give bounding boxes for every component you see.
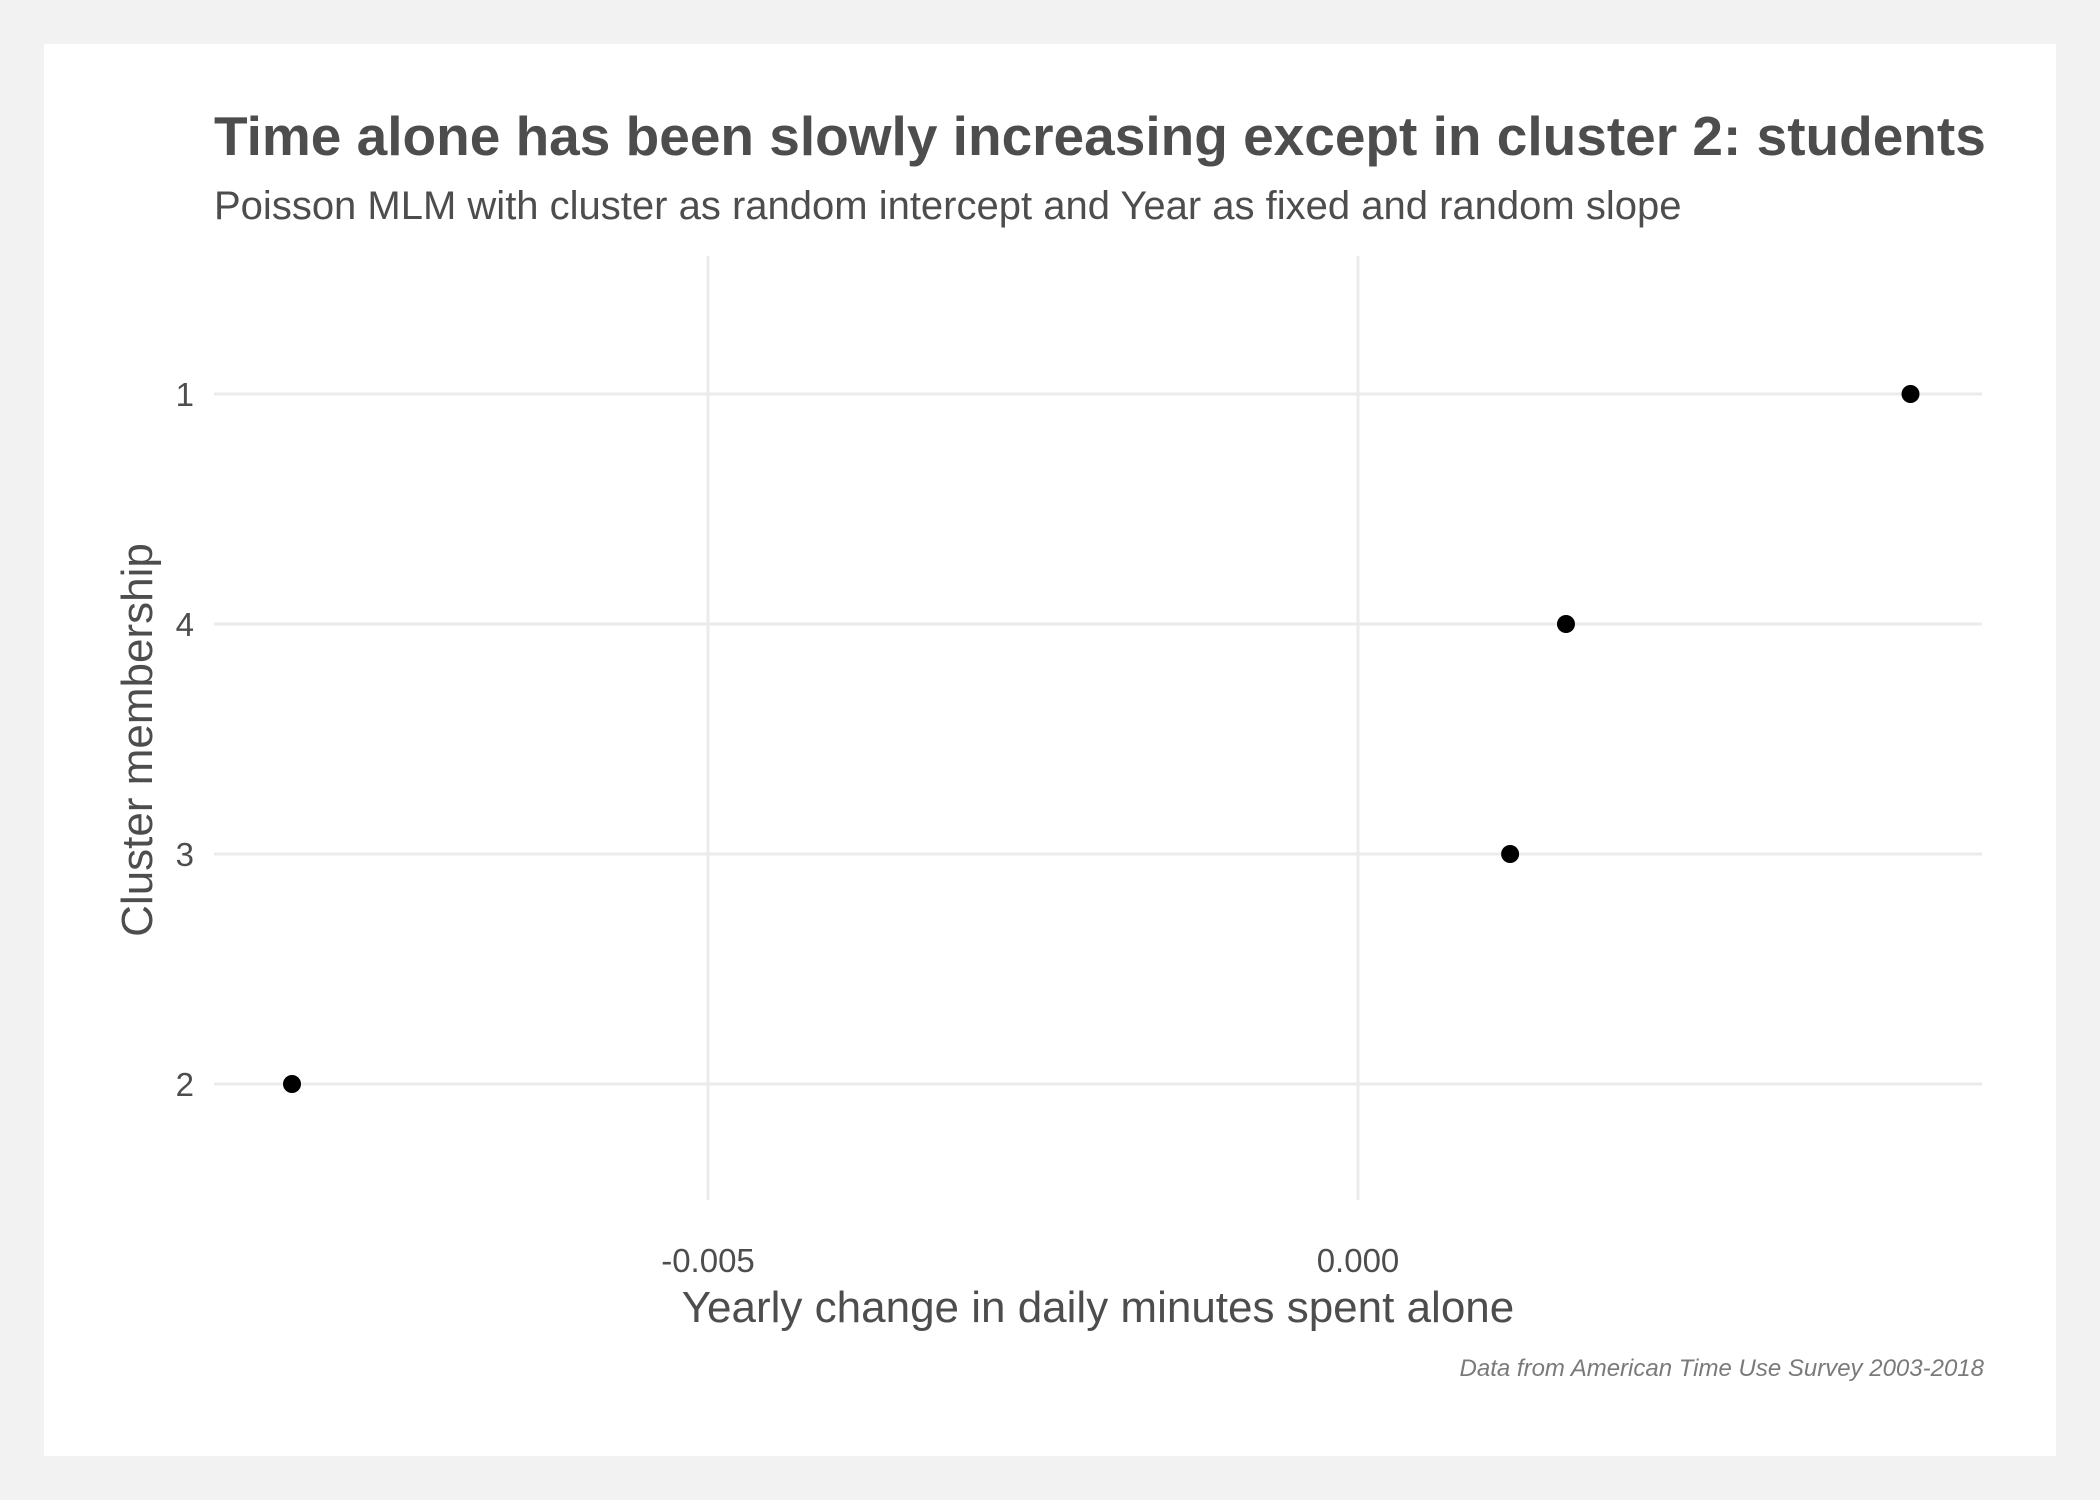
y-axis-label: Cluster membership	[113, 543, 162, 937]
data-point-cluster-4	[1557, 615, 1575, 633]
data-point-cluster-1	[1901, 385, 1920, 403]
x-axis-label: Yearly change in daily minutes spent alo…	[682, 1283, 1514, 1332]
points-layer	[283, 385, 1920, 1093]
x-tick-label: 0.000	[1317, 1242, 1400, 1279]
data-point-cluster-2	[283, 1075, 301, 1093]
chart-title: Time alone has been slowly increasing ex…	[214, 105, 1986, 167]
chart-subtitle: Poisson MLM with cluster as random inter…	[214, 184, 1682, 228]
y-tick-label: 4	[176, 606, 194, 643]
x-tick-label: -0.005	[661, 1242, 755, 1279]
data-point-cluster-3	[1501, 845, 1520, 863]
y-tick-label: 3	[176, 836, 194, 873]
data-source-caption: Data from American Time Use Survey 2003-…	[1459, 1355, 1984, 1382]
chart-panel	[44, 44, 2056, 1456]
y-tick-label: 2	[176, 1066, 194, 1103]
axis-layer: -0.005 0.000 1 4 3 2	[176, 376, 1400, 1279]
grid-layer	[214, 256, 1982, 1200]
y-tick-label: 1	[176, 376, 194, 413]
